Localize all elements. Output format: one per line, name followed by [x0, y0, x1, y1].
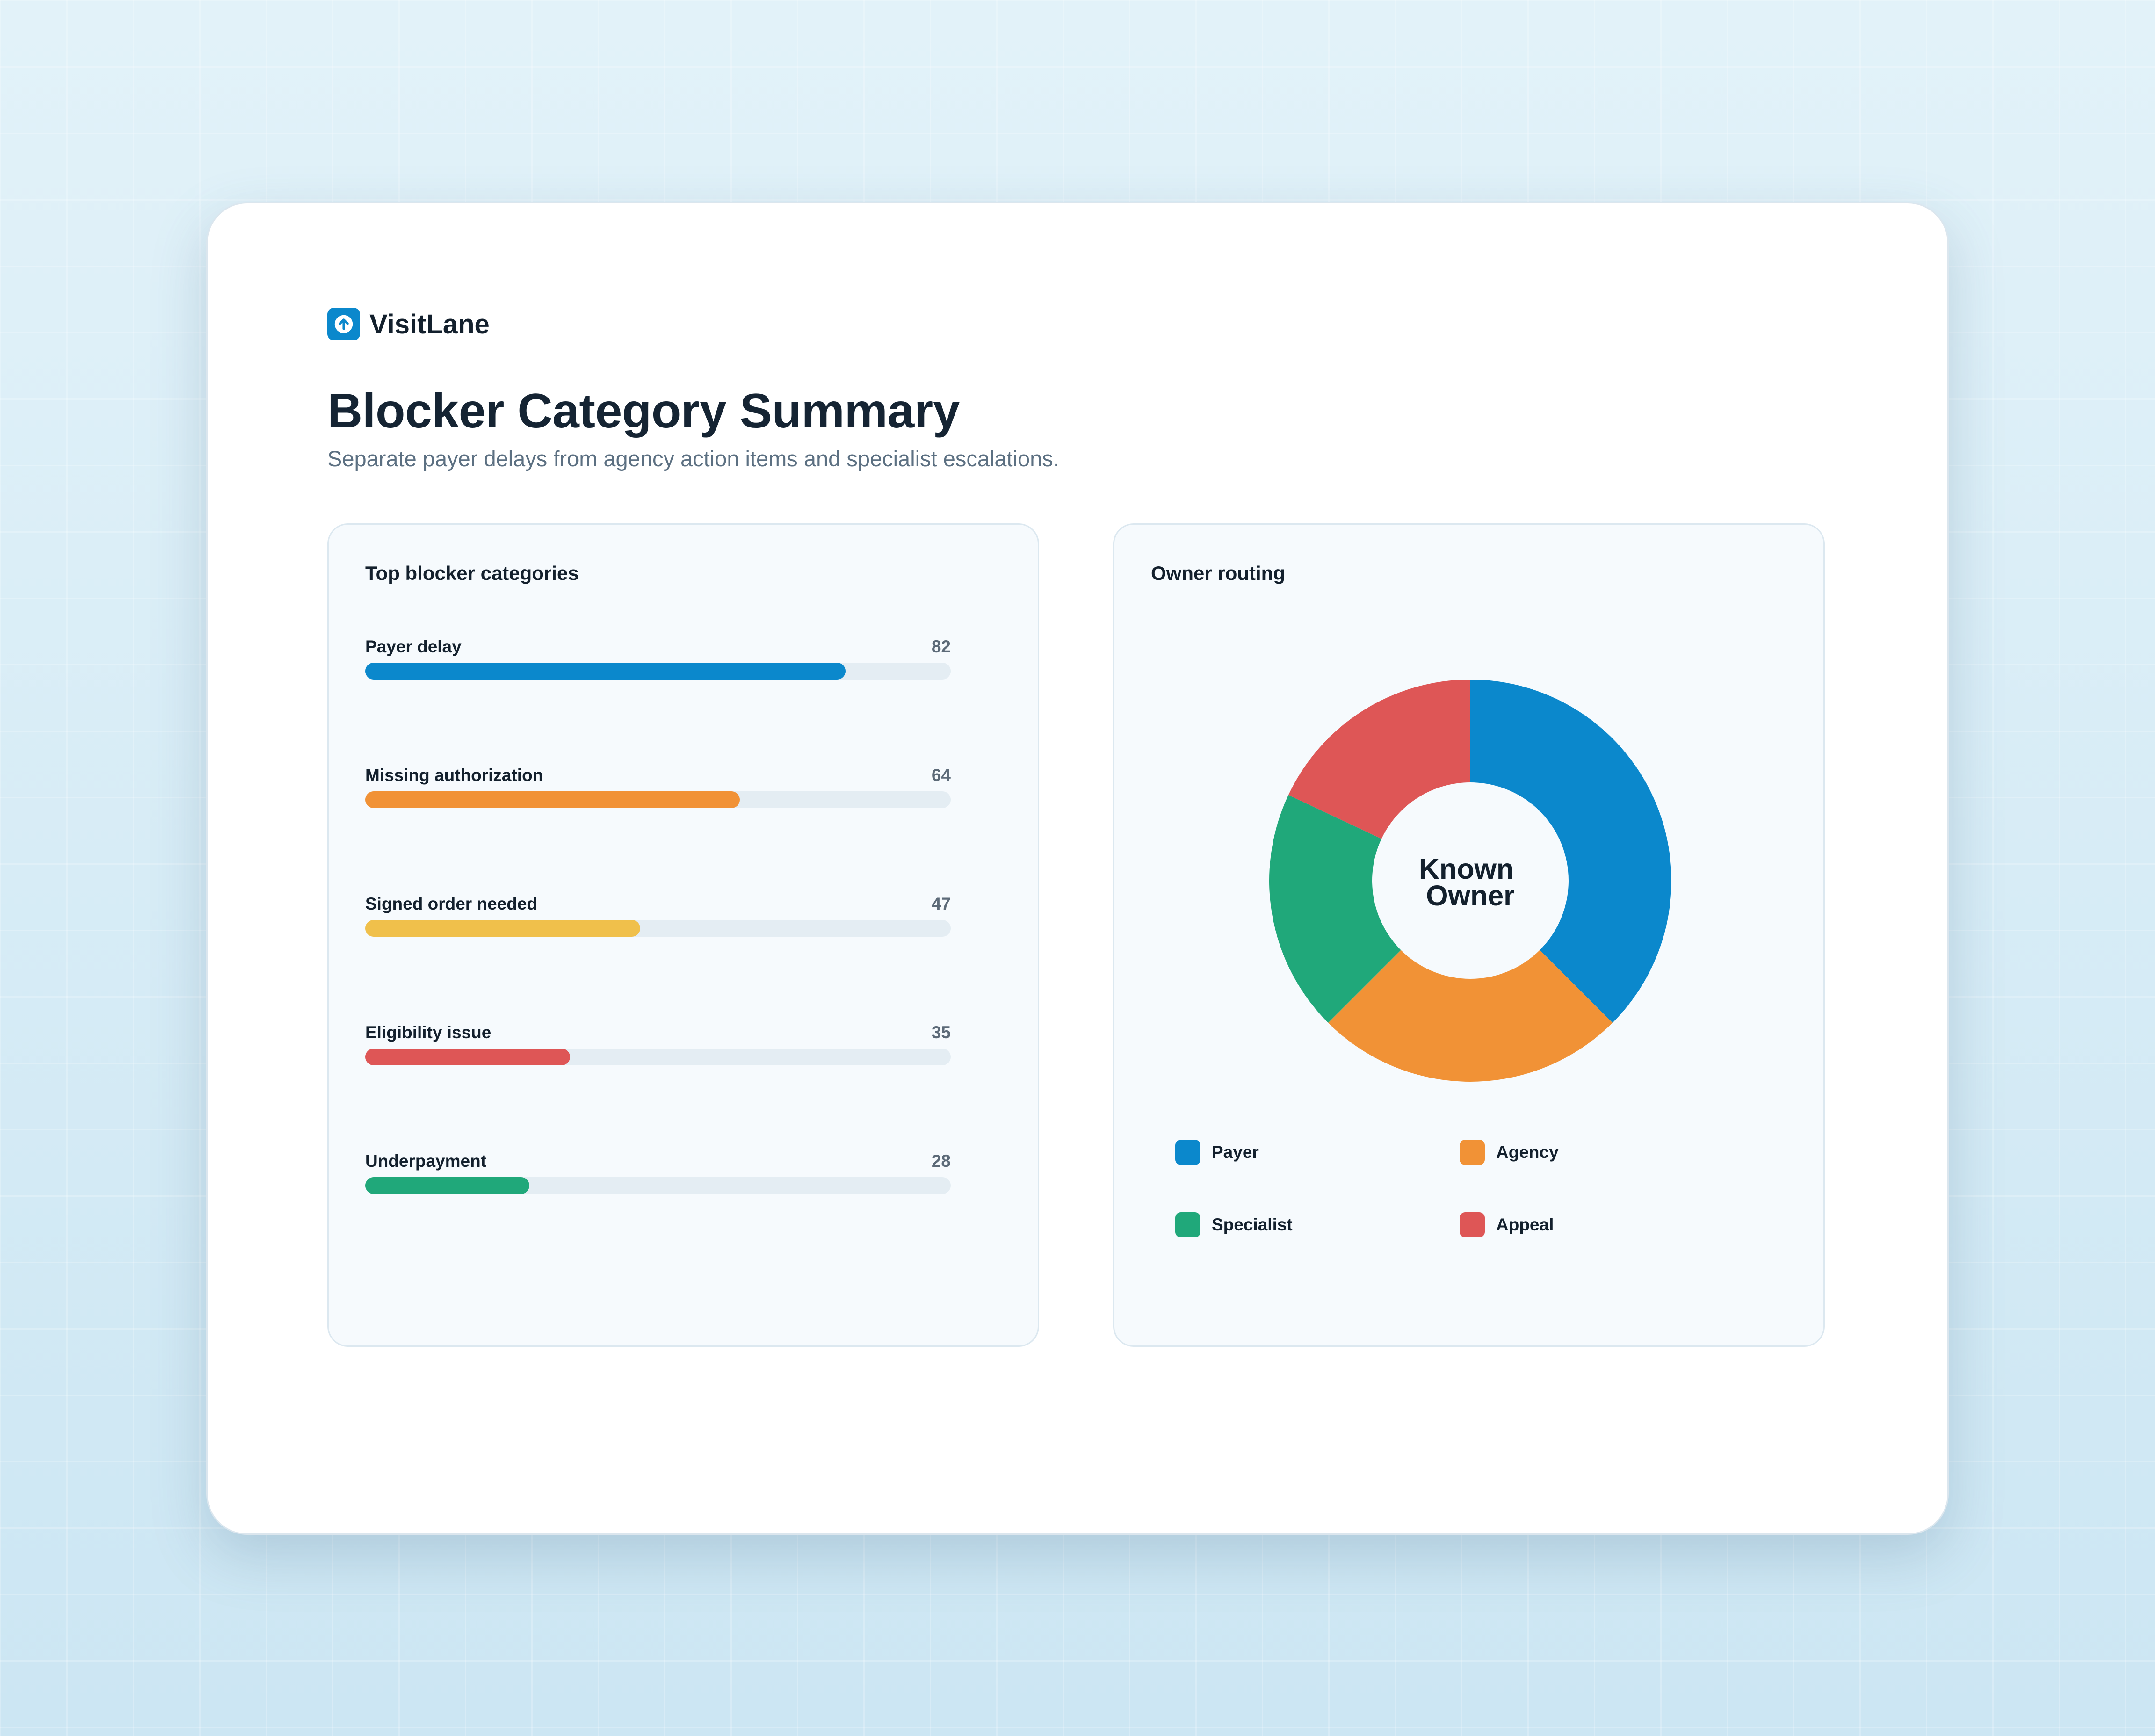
blocker-category-row[interactable]: Signed order needed 47 — [365, 894, 951, 946]
bar-fill — [365, 1177, 529, 1194]
bar-track — [365, 1177, 951, 1194]
legend-label: Specialist — [1212, 1215, 1293, 1234]
donut-slice-appeal[interactable] — [1288, 680, 1470, 839]
category-label: Eligibility issue — [365, 1023, 492, 1042]
legend-label: Agency — [1496, 1143, 1559, 1162]
arrow-up-icon — [327, 308, 360, 340]
owner-donut-chart: Known Owner — [1269, 680, 1671, 1082]
donut-center-label-line2: Owner — [1426, 880, 1515, 911]
page-title: Blocker Category Summary — [327, 384, 960, 438]
brand-logo[interactable]: VisitLane — [327, 308, 490, 340]
bar-track — [365, 663, 951, 680]
category-label: Underpayment — [365, 1151, 487, 1171]
category-count: 47 — [931, 894, 951, 913]
legend-label: Appeal — [1496, 1215, 1554, 1234]
category-count: 64 — [931, 766, 951, 785]
donut-slice-payer[interactable] — [1470, 680, 1671, 1023]
legend-swatch — [1460, 1212, 1485, 1237]
donut-slice-agency[interactable] — [1328, 950, 1613, 1082]
donut-center-label-line1: Known — [1419, 853, 1514, 885]
category-count: 35 — [931, 1023, 951, 1042]
legend-item-specialist[interactable]: Specialist — [1175, 1212, 1293, 1237]
top-blocker-categories-panel: Top blocker categories Payer delay 82 Miss… — [327, 523, 1039, 1347]
bar-fill — [365, 1049, 571, 1065]
blocker-category-row[interactable]: Underpayment 28 — [365, 1151, 951, 1203]
bar-track — [365, 1049, 951, 1065]
bar-track — [365, 920, 951, 937]
category-label: Missing authorization — [365, 766, 543, 785]
legend-item-appeal[interactable]: Appeal — [1460, 1212, 1554, 1237]
page-subtitle: Separate payer delays from agency action… — [327, 446, 1059, 471]
legend-item-agency[interactable]: Agency — [1460, 1140, 1559, 1165]
bar-track — [365, 791, 951, 808]
category-count: 82 — [931, 637, 951, 656]
category-count: 28 — [931, 1151, 951, 1171]
brand-name: VisitLane — [369, 309, 490, 340]
svg-text:Known Owner: Known Owner — [1419, 853, 1522, 911]
legend-item-payer[interactable]: Payer — [1175, 1140, 1259, 1165]
bar-fill — [365, 663, 846, 680]
legend-swatch — [1175, 1212, 1200, 1237]
panel-title: Owner routing — [1151, 562, 1285, 584]
bar-fill — [365, 920, 641, 937]
panel-title: Top blocker categories — [365, 562, 579, 584]
category-label: Payer delay — [365, 637, 462, 656]
legend-swatch — [1460, 1140, 1485, 1165]
legend-swatch — [1175, 1140, 1200, 1165]
donut-slice-specialist[interactable] — [1269, 795, 1401, 1023]
bar-fill — [365, 791, 740, 808]
blocker-category-row[interactable]: Eligibility issue 35 — [365, 1023, 951, 1074]
owner-routing-panel: Owner routing Known Owner Payer Agency Spe… — [1113, 523, 1825, 1347]
legend-label: Payer — [1212, 1143, 1259, 1162]
category-label: Signed order needed — [365, 894, 538, 913]
blocker-category-row[interactable]: Missing authorization 64 — [365, 766, 951, 817]
blocker-category-row[interactable]: Payer delay 82 — [365, 637, 951, 688]
